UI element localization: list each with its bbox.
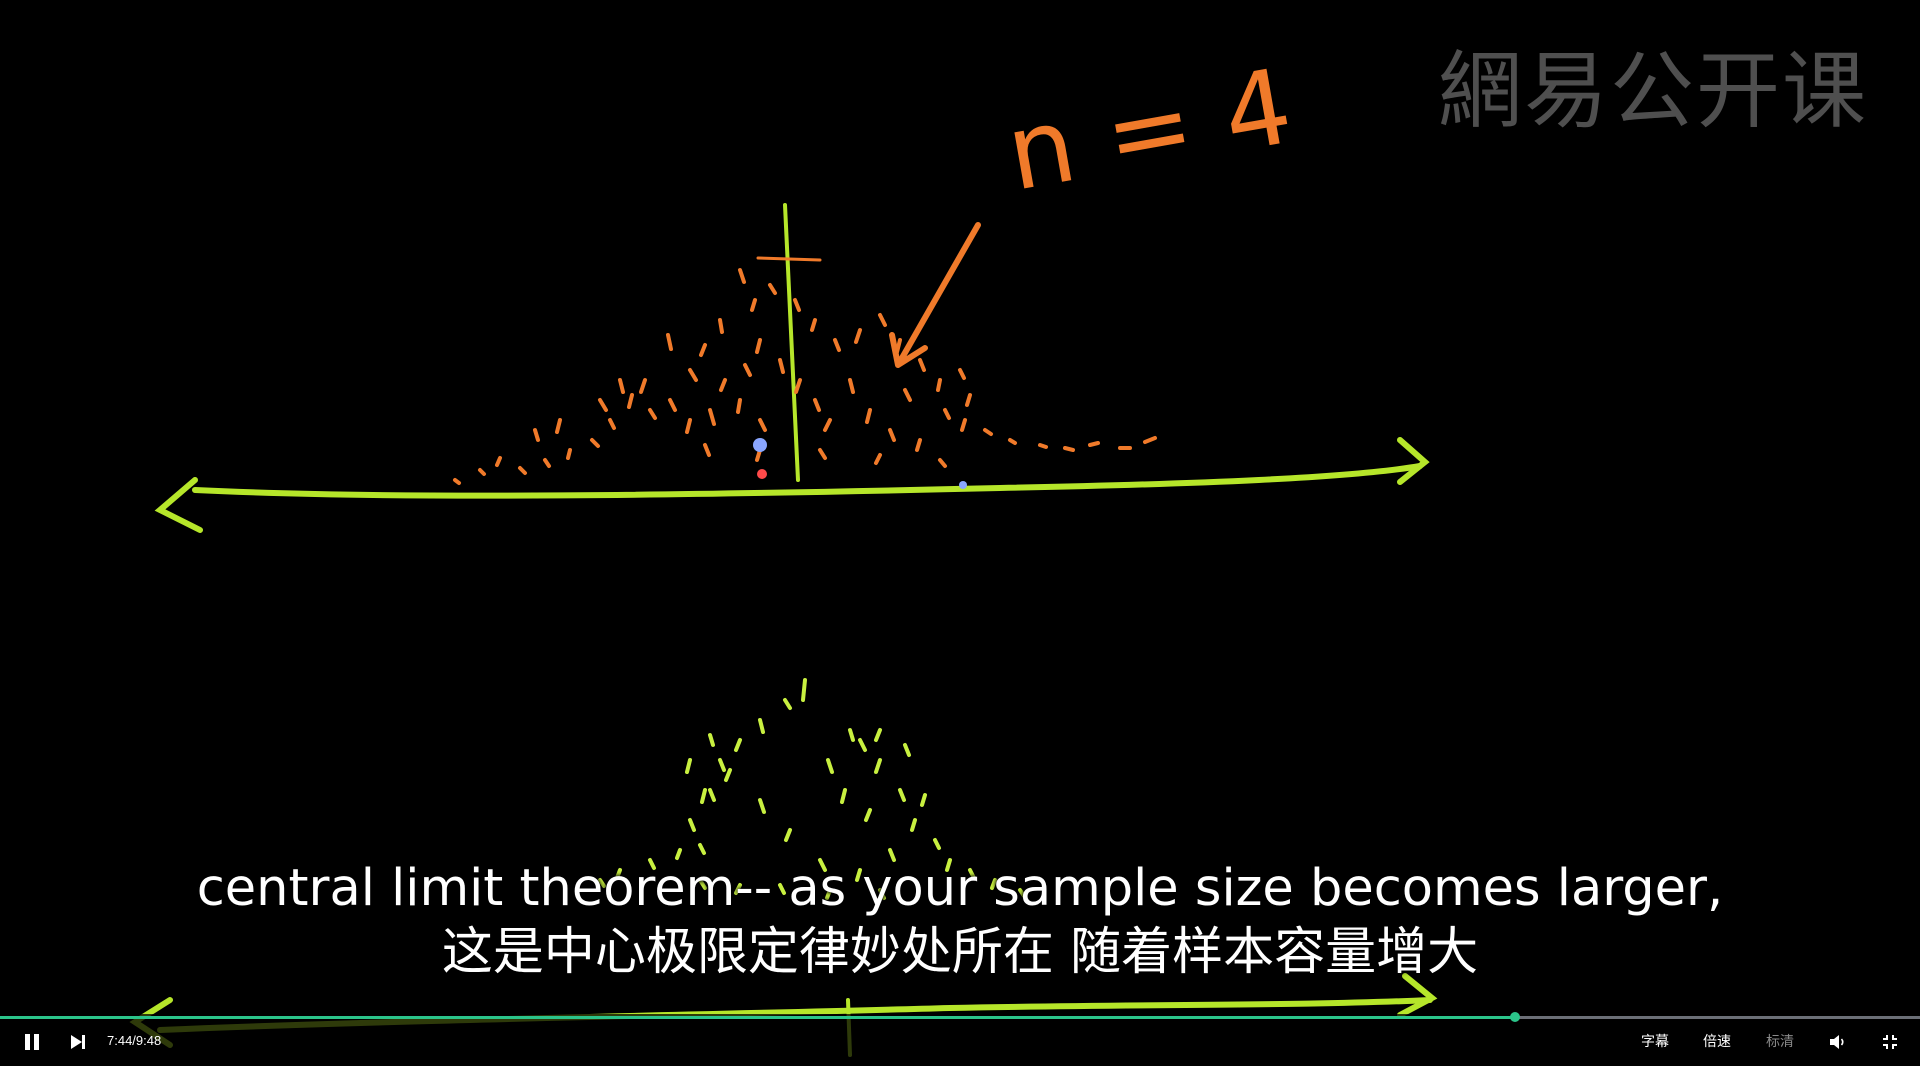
next-button[interactable] (66, 1031, 90, 1053)
annotation-n-equals-4: n = 4 (998, 45, 1300, 215)
next-icon (71, 1035, 85, 1049)
annotation-arrow (889, 222, 981, 368)
top-red-dot (757, 469, 767, 479)
volume-icon (1830, 1035, 1844, 1049)
watermark-logo: 網易公开课 (1437, 42, 1868, 140)
top-dots (453, 268, 1157, 485)
top-axis-right-arrow (1397, 437, 1430, 485)
progress-bar[interactable] (0, 1012, 1920, 1022)
quality-button[interactable]: 标清 (1766, 1034, 1794, 1050)
top-axis (192, 463, 1423, 499)
progress-fill (0, 1016, 1515, 1019)
control-bar (0, 1014, 1920, 1066)
progress-knob[interactable] (1509, 1012, 1520, 1022)
top-mean-line (783, 203, 800, 482)
pause-button[interactable] (20, 1031, 44, 1053)
time-display: 7:44/9:48 (107, 1033, 162, 1048)
exit-fullscreen-button[interactable] (1878, 1031, 1902, 1053)
top-blue-dot (753, 438, 767, 452)
top-axis-left-arrow (154, 477, 203, 533)
bottom-dots (598, 678, 1026, 900)
subtitle-chinese: 这是中心极限定律妙处所在 随着样本容量增大 (441, 923, 1479, 982)
top-distribution (154, 203, 1430, 533)
speed-button[interactable]: 倍速 (1703, 1034, 1731, 1050)
subtitle-english: central limit theorem-- as your sample s… (196, 859, 1724, 918)
pause-icon (25, 1034, 39, 1050)
volume-button[interactable] (1826, 1031, 1850, 1053)
subtitle-panel: central limit theorem-- as your sample s… (0, 858, 1920, 986)
subtitle-button[interactable]: 字幕 (1641, 1034, 1669, 1050)
exit-fullscreen-icon (1883, 1035, 1897, 1049)
